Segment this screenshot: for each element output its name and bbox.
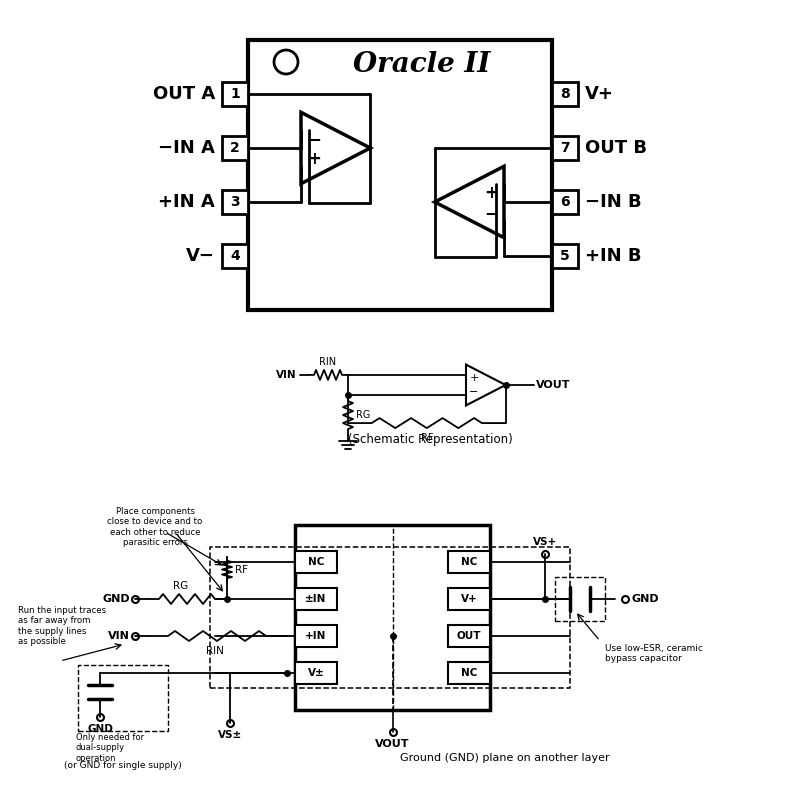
Bar [222,136,248,160]
Text: RF: RF [235,565,248,575]
Text: 1: 1 [230,87,240,101]
Text: OUT: OUT [457,631,482,641]
Text: RIN: RIN [206,646,224,656]
Text: RIN: RIN [319,357,337,367]
Bar [448,588,490,610]
Text: V+: V+ [461,594,478,604]
Text: Oracle II: Oracle II [353,50,490,78]
Bar [222,244,248,268]
Bar [552,136,578,160]
Text: VS+: VS+ [533,537,557,547]
Text: −: − [484,204,498,222]
Text: VS±: VS± [218,730,242,740]
Text: 8: 8 [560,87,570,101]
Bar [552,190,578,214]
Text: VIN: VIN [108,631,130,641]
Text: VOUT: VOUT [536,380,570,390]
Text: Only needed for
dual-supply
operation: Only needed for dual-supply operation [76,733,144,763]
Bar [295,588,337,610]
Text: +: + [470,373,478,383]
Bar [295,662,337,684]
Text: GND: GND [102,594,130,604]
Text: 2: 2 [230,141,240,155]
Bar [555,577,605,621]
Text: Use low-ESR, ceramic
bypass capacitor: Use low-ESR, ceramic bypass capacitor [605,644,703,663]
Text: RG: RG [174,581,189,591]
Text: RG: RG [356,410,370,420]
Text: Run the input traces
as far away from
the supply lines
as possible: Run the input traces as far away from th… [18,606,106,646]
Bar [222,82,248,106]
Text: GND: GND [87,724,113,734]
Bar [295,525,490,710]
Text: NC: NC [308,557,324,567]
Text: V±: V± [308,668,324,678]
Bar [448,551,490,573]
Text: −: − [307,130,321,148]
Text: 4: 4 [230,249,240,263]
Text: VOUT: VOUT [375,739,410,749]
Bar [248,40,552,310]
Text: −IN A: −IN A [158,139,215,157]
Text: VIN: VIN [276,370,297,380]
Text: 6: 6 [560,195,570,209]
Text: (Schematic Representation): (Schematic Representation) [348,434,512,446]
Text: 3: 3 [230,195,240,209]
Text: Ground (GND) plane on another layer: Ground (GND) plane on another layer [400,753,610,763]
Text: (or GND for single supply): (or GND for single supply) [64,761,182,770]
Text: +: + [307,150,321,168]
Text: NC: NC [461,668,477,678]
Bar [295,551,337,573]
Bar [210,547,570,688]
Text: 7: 7 [560,141,570,155]
Text: +IN A: +IN A [158,193,215,211]
Bar [295,625,337,647]
Text: +: + [484,184,498,202]
Text: 5: 5 [560,249,570,263]
Text: GND: GND [631,594,658,604]
Text: V+: V+ [585,85,614,103]
Bar [552,244,578,268]
Text: V−: V− [186,247,215,265]
Bar [78,665,168,731]
Bar [448,662,490,684]
Text: NC: NC [461,557,477,567]
Text: ±IN: ±IN [306,594,326,604]
Text: −: − [470,387,478,397]
Bar [448,625,490,647]
Text: Place components
close to device and to
each other to reduce
parasitic errors: Place components close to device and to … [107,507,202,547]
Text: OUT B: OUT B [585,139,647,157]
Text: +IN: +IN [306,631,326,641]
Text: −IN B: −IN B [585,193,642,211]
Text: RF: RF [421,433,433,443]
Text: OUT A: OUT A [153,85,215,103]
Bar [222,190,248,214]
Text: +IN B: +IN B [585,247,642,265]
Bar [552,82,578,106]
